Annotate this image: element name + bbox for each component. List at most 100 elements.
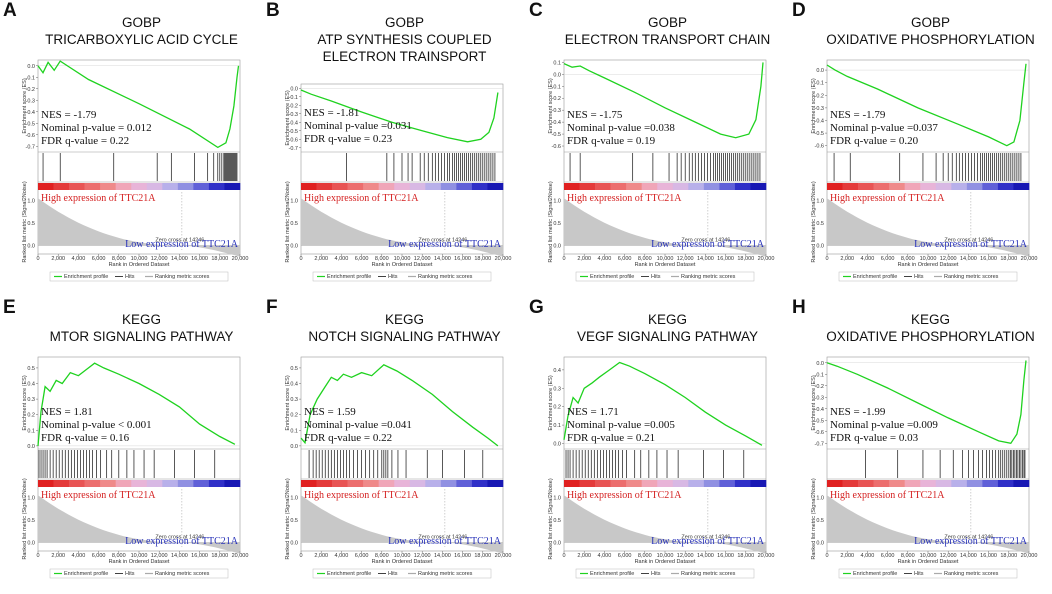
x-tick-label: 14,000 [434,553,451,559]
gradient-segment [177,480,194,487]
gradient-segment [115,480,132,487]
gradient-segment [904,480,921,487]
legend-hits-label: Hits [651,571,661,577]
rank-tick-label: 0.5 [816,518,824,524]
x-tick-label: 12,000 [677,256,694,262]
gradient-segment [471,480,488,487]
legend-enrichment-label: Enrichment profile [590,571,634,577]
y-tick-label: 0.1 [290,428,298,434]
rank-tick-label: 0.0 [816,244,824,250]
rank-tick-label: 1.0 [816,199,824,205]
y-tick-label: -0.2 [552,96,561,102]
gradient-segment [162,183,179,190]
enrichment-curve [563,62,764,139]
y-axis-es-label: Enrichment score (ES) [811,78,817,133]
y-tick-label: -0.5 [815,418,824,424]
gradient-segment [146,480,163,487]
gradient-segment [610,480,627,487]
legend-metric-label: Ranking metric scores [155,274,210,280]
y-tick-label: -0.7 [815,441,824,447]
zero-cross-label: Zero cross at 14246 [418,535,467,541]
gradient-segment [672,183,689,190]
zero-cross-label: Zero cross at 14246 [155,238,204,244]
panel-title-line: GOBP [910,15,950,30]
legend: Enrichment profile Hits Ranking metric sco… [49,568,229,579]
panel-title-line: ELECTRON TRANSPORT CHAIN [564,32,771,47]
y-axis-es-label: Enrichment score (ES) [285,90,291,145]
y-axis-rank-label: Ranked list metric (Signal2Noise) [22,478,28,559]
high-expression-label: High expression of TTC21A [830,490,945,501]
y-tick-label: -0.6 [552,144,561,150]
gradient-segment [734,183,751,190]
y-axis-es-label: Enrichment score (ES) [548,375,554,430]
x-tick-label: 0 [36,256,39,262]
ranking-metric-area [38,495,240,554]
y-tick-label: 0.4 [553,368,561,374]
panel-title: KEGG MTOR SIGNALING PATHWAY [20,311,263,345]
gradient-segment [440,480,457,487]
legend-metric-label: Ranking metric scores [681,571,736,577]
panel-letter: G [529,297,544,318]
gradient-segment [347,480,364,487]
rank-tick-label: 1.0 [816,496,824,502]
x-tick-label: 12,000 [940,256,957,262]
zero-cross-label: Zero cross at 14246 [155,535,204,541]
hits-group [865,450,1026,478]
ranking-metric-area [301,198,503,257]
x-tick-label: 6,000 [355,553,369,559]
panel-title: GOBP ELECTRON TRANSPORT CHAIN [546,14,789,48]
x-tick-label: 16,000 [454,256,471,262]
gradient-segment [579,183,596,190]
y-tick-label: -0.6 [289,137,298,143]
x-axis-label: Rank in Ordered Dataset [898,559,959,565]
rank-tick-label: 1.0 [553,199,561,205]
x-tick-label: 4,000 [335,256,349,262]
gradient-segment [301,480,317,487]
y-tick-label: 0.0 [553,441,561,447]
rank-tick-label: 0.5 [290,518,298,524]
gradient-segment [487,183,504,190]
x-tick-label: 8,000 [638,553,652,559]
gradient-segment [316,183,333,190]
high-expression-label: High expression of TTC21A [41,490,156,501]
legend-metric-label: Ranking metric scores [681,274,736,280]
x-tick-label: 6,000 [618,553,632,559]
x-tick-label: 18,000 [737,256,754,262]
gsea-panel-g: G KEGG VEGF SIGNALING PATHWAY 0.0 0.1 0.2 0.3 0… [526,297,789,594]
x-tick-label: 18,000 [1000,256,1017,262]
gradient-segment [224,183,241,190]
gradient-segment [997,183,1014,190]
gradient-segment [595,480,611,487]
panel-letter: F [266,297,278,318]
x-tick-label: 16,000 [191,256,208,262]
y-tick-label: 0.1 [27,428,35,434]
rank-tick-label: 0.5 [290,221,298,227]
zero-cross-label: Zero cross at 14246 [681,238,730,244]
panel-title-line: OXIDATIVE PHOSPHORYLATION [826,32,1035,47]
y-axis-rank-label: Ranked list metric (Signal2Noise) [548,478,554,559]
rank-tick-label: 0.0 [290,244,298,250]
x-tick-label: 0 [825,553,828,559]
panel-title: GOBP TRICARBOXYLIC ACID CYCLE [20,14,263,48]
gradient-segment [951,480,968,487]
x-tick-label: 10,000 [131,553,148,559]
x-tick-label: 10,000 [657,553,674,559]
y-axis-es-label: Enrichment score (ES) [811,375,817,430]
hits-group [346,153,496,181]
y-tick-label: -0.1 [815,372,824,378]
low-expression-label: Low expression of TTC21A [651,239,765,250]
pvalue-label: Nominal p-value =0.038 [567,122,675,134]
gradient-segment [873,183,890,190]
gradient-segment [471,183,488,190]
gradient-segment [316,480,333,487]
y-tick-label: -0.5 [289,129,298,135]
x-tick-label: 20,000 [495,256,512,262]
legend: Enrichment profile Hits Ranking metric sco… [575,568,755,579]
y-tick-label: 0.3 [553,386,561,392]
gradient-segment [84,183,101,190]
gsea-panel-d: D GOBP OXIDATIVE PHOSPHORYLATION 0.0 -0.1 -0.… [789,0,1052,297]
y-axis-rank-label: Ranked list metric (Signal2Noise) [811,181,817,262]
legend-metric-label: Ranking metric scores [418,571,473,577]
fdr-label: FDR q-value = 0.23 [304,133,393,145]
rank-tick-label: 0.0 [553,541,561,547]
